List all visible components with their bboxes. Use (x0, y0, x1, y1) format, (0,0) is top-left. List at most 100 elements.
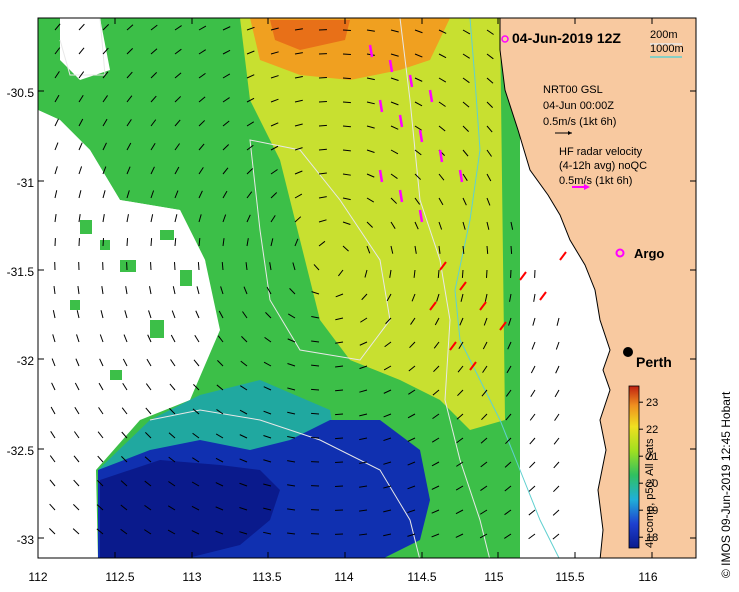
velocity-vector (222, 190, 228, 199)
velocity-vector (390, 221, 396, 229)
velocity-vector (239, 458, 248, 463)
velocity-vector (246, 50, 255, 55)
hf-radar-vector (428, 89, 434, 103)
velocity-vector (172, 286, 176, 295)
velocity-vector (383, 365, 392, 371)
velocity-vector (414, 245, 417, 254)
velocity-vector (270, 51, 279, 55)
velocity-vector (287, 313, 296, 319)
velocity-vector (73, 431, 80, 439)
velocity-vector (170, 334, 176, 343)
velocity-vector (318, 172, 327, 175)
velocity-vector (73, 479, 80, 487)
hf-radar-vector (378, 169, 384, 183)
velocity-vector (73, 455, 80, 463)
velocity-vector (150, 48, 158, 55)
hf-radar-vector (378, 99, 384, 113)
velocity-vector (504, 485, 512, 492)
velocity-vector (287, 484, 296, 487)
velocity-vector (408, 389, 416, 395)
velocity-vector (123, 334, 128, 343)
velocity-vector (294, 123, 303, 127)
velocity-vector (221, 262, 224, 271)
velocity-vector (263, 435, 272, 439)
velocity-vector (486, 197, 491, 206)
velocity-vector (486, 221, 490, 230)
velocity-vector (407, 533, 416, 537)
velocity-vector (294, 28, 303, 31)
velocity-vector (96, 528, 104, 535)
velocity-vector (457, 389, 464, 397)
velocity-vector (97, 479, 104, 487)
hf-radar-vector (429, 301, 437, 311)
velocity-vector (366, 221, 373, 228)
velocity-vector (124, 310, 128, 319)
colorbar-tick-label: 22 (646, 424, 658, 436)
velocity-vector (506, 365, 512, 374)
perth-label: Perth (636, 354, 672, 370)
colorbar-tick-label: 21 (646, 451, 658, 463)
velocity-vector (462, 101, 470, 108)
bathy-contour (399, 18, 491, 558)
velocity-vector (414, 197, 421, 205)
velocity-vector (263, 410, 272, 415)
velocity-vector (335, 365, 344, 368)
velocity-vector (78, 23, 85, 31)
velocity-vector (462, 149, 469, 157)
velocity-vector (197, 262, 200, 271)
velocity-vector (145, 383, 152, 391)
velocity-vector (455, 485, 464, 491)
velocity-vector (359, 533, 368, 536)
hf-radar-vector (439, 261, 447, 271)
velocity-vector (216, 409, 224, 415)
velocity-vector (96, 504, 104, 511)
velocity-vector (150, 142, 156, 151)
velocity-vector (437, 269, 440, 278)
velocity-vector (174, 214, 178, 223)
velocity-vector (264, 336, 272, 343)
velocity-vector (126, 95, 133, 103)
velocity-vector (98, 407, 104, 415)
colorbar-ticks: 23 22 21 20 19 18 (639, 397, 658, 544)
velocity-vector (270, 27, 279, 31)
velocity-vector (482, 365, 488, 373)
velocity-vector (215, 506, 224, 511)
velocity-vector (144, 480, 152, 487)
hf-radar-label: HF radar velocity (559, 146, 643, 158)
velocity-vector (222, 49, 231, 55)
velocity-vector (530, 389, 536, 397)
velocity-vector (192, 432, 200, 439)
velocity-vector (126, 48, 134, 55)
velocity-vector (484, 293, 488, 302)
velocity-vector (78, 94, 84, 103)
velocity-vector (287, 460, 296, 463)
velocity-vector (270, 238, 274, 247)
velocity-vector (292, 262, 296, 271)
velocity-vector (385, 317, 392, 325)
velocity-vector (366, 197, 375, 203)
velocity-vector (504, 461, 512, 468)
velocity-vector (102, 24, 110, 31)
velocity-vector (144, 504, 152, 511)
velocity-vector (54, 94, 60, 103)
velocity-vector (169, 383, 176, 391)
velocity-vector (54, 166, 58, 175)
velocity-vector (390, 125, 399, 130)
argo-float-marker (615, 248, 625, 258)
velocity-vector (461, 269, 464, 278)
velocity-vector (126, 71, 133, 79)
velocity-vector (383, 437, 392, 442)
velocity-vector (52, 334, 56, 343)
velocity-vector (78, 47, 85, 55)
velocity-vector (366, 29, 375, 32)
velocity-vector (217, 335, 224, 343)
velocity-vector (407, 485, 416, 490)
velocity-vector (50, 406, 56, 415)
velocity-vector (196, 286, 200, 295)
velocity-vector (99, 358, 104, 367)
velocity-vector (510, 245, 513, 254)
velocity-vector (174, 143, 181, 151)
velocity-vector (287, 435, 296, 439)
velocity-vector (366, 77, 375, 81)
velocity-vector (149, 286, 152, 295)
